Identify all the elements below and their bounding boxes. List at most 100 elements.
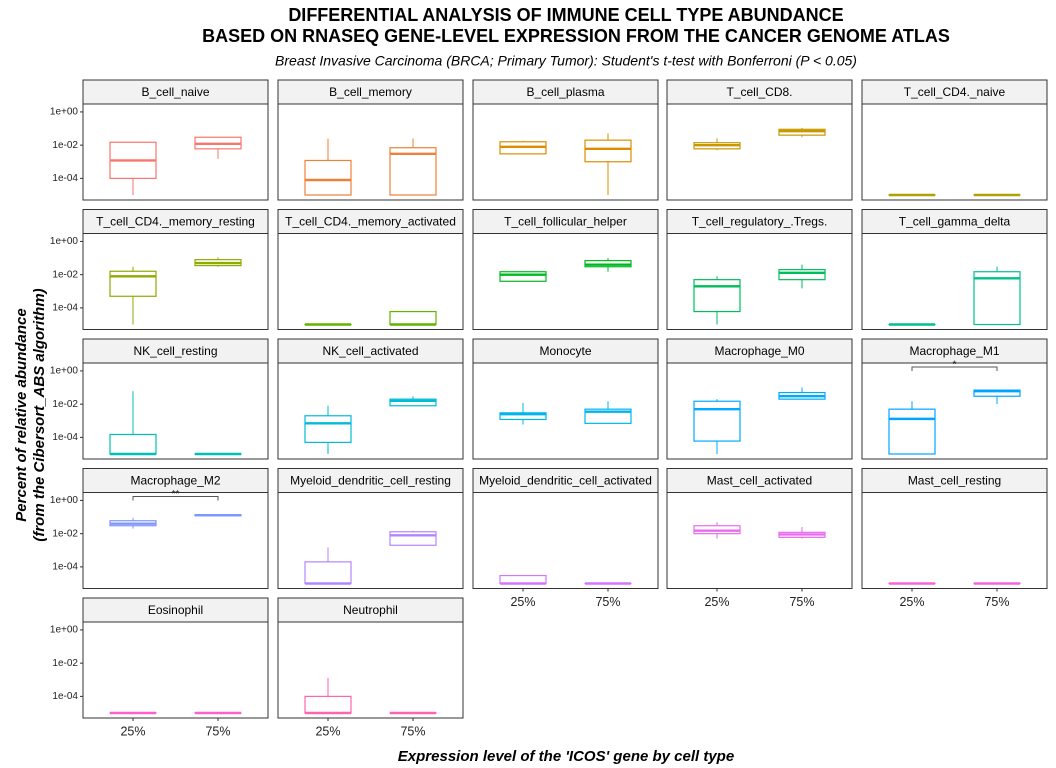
- strip-label: Myeloid_dendritic_cell_activated: [479, 474, 652, 488]
- strip: [861, 338, 1048, 364]
- strip-label: Eosinophil: [148, 603, 203, 617]
- strip: [472, 209, 659, 234]
- strip-label: Macrophage_M0: [714, 344, 804, 358]
- panel-frame: [666, 233, 853, 330]
- box: [304, 415, 352, 443]
- panel-frame: [277, 492, 464, 589]
- panel-frame: [82, 233, 269, 330]
- x-tick-label: 75%: [205, 724, 230, 738]
- panel-frame: [666, 103, 853, 201]
- x-tick-label: 25%: [120, 724, 145, 738]
- box: [499, 271, 547, 282]
- box: [693, 279, 741, 313]
- box: [499, 412, 547, 421]
- strip: [861, 79, 1048, 105]
- y-tick-label: 1e+00: [50, 107, 79, 118]
- panel-frame: [666, 362, 853, 460]
- signif-bracket: [911, 366, 998, 371]
- panel-frame: [82, 621, 269, 719]
- box: [389, 398, 437, 407]
- y-tick-label: 1e-04: [52, 432, 78, 443]
- strip: [82, 338, 269, 364]
- x-tick-label: 25%: [510, 595, 535, 609]
- strip-label: NK_cell_resting: [133, 344, 217, 358]
- x-tick-label: 25%: [899, 595, 924, 609]
- x-tick-label: 25%: [704, 595, 729, 609]
- y-axis-label: Percent of relative abundance: [13, 308, 30, 521]
- box: [304, 695, 352, 714]
- strip-label: Macrophage_M1: [909, 344, 999, 358]
- box: [304, 159, 352, 196]
- panel-frame: [472, 103, 659, 201]
- y-tick-label: 1e-02: [52, 658, 78, 669]
- panel-frame: [82, 492, 269, 589]
- box: [109, 270, 157, 297]
- strip-label: T_cell_CD4._naive: [904, 85, 1006, 99]
- panel-frame: [277, 103, 464, 201]
- strip: [472, 468, 659, 493]
- chart-subtitle: Breast Invasive Carcinoma (BRCA; Primary…: [275, 53, 857, 69]
- panel-frame: [472, 362, 659, 460]
- y-tick-label: 1e-04: [52, 173, 78, 184]
- chart-title: DIFFERENTIAL ANALYSIS OF IMMUNE CELL TYP…: [288, 5, 843, 25]
- strip-label: Mast_cell_activated: [707, 474, 812, 488]
- strip-label: T_cell_CD4._memory_activated: [285, 215, 456, 229]
- strip: [666, 79, 853, 105]
- y-tick-label: 1e-02: [52, 528, 78, 539]
- strip-label: Monocyte: [539, 344, 591, 358]
- box: [389, 531, 437, 546]
- strip-label: T_cell_CD8.: [726, 85, 792, 99]
- box: [584, 139, 632, 163]
- signif-label: *: [953, 360, 957, 371]
- box: [389, 147, 437, 196]
- panel-frame: [861, 362, 1048, 460]
- y-tick-label: 1e+00: [50, 236, 79, 247]
- y-tick-label: 1e-02: [52, 399, 78, 410]
- signif-bracket: [132, 496, 219, 501]
- panel-frame: [82, 362, 269, 460]
- box: [693, 400, 741, 442]
- panel-frame: [861, 492, 1048, 589]
- x-axis-label: Expression level of the 'ICOS' gene by c…: [398, 748, 734, 765]
- strip: [472, 79, 659, 105]
- y-tick-label: 1e-02: [52, 140, 78, 151]
- panel-frame: [861, 103, 1048, 201]
- y-tick-label: 1e-04: [52, 562, 78, 573]
- strip-label: T_cell_regulatory_.Tregs.: [692, 215, 828, 229]
- strip-label: Myeloid_dendritic_cell_resting: [290, 474, 451, 488]
- y-axis-label: (from the Cibersort_ABS algorithm): [31, 288, 48, 541]
- x-tick-label: 75%: [595, 595, 620, 609]
- strip-label: B_cell_naive: [141, 85, 209, 99]
- panel-frame: [666, 492, 853, 589]
- y-tick-label: 1e+00: [50, 495, 79, 506]
- x-tick-label: 25%: [315, 724, 340, 738]
- y-tick-label: 1e-02: [52, 269, 78, 280]
- strip: [82, 79, 269, 105]
- strip-label: Neutrophil: [343, 603, 398, 617]
- strip: [82, 209, 269, 234]
- strip: [82, 468, 269, 493]
- strip-label: Macrophage_M2: [130, 474, 220, 488]
- strip-label: T_cell_follicular_helper: [504, 215, 627, 229]
- strip-label: NK_cell_activated: [322, 344, 418, 358]
- strip-label: B_cell_plasma: [526, 85, 604, 99]
- strip: [666, 468, 853, 493]
- strip: [277, 209, 464, 234]
- panel-frame: [472, 233, 659, 330]
- strip: [277, 338, 464, 364]
- panel-frame: [277, 621, 464, 719]
- box: [973, 271, 1021, 326]
- panel-frame: [472, 492, 659, 589]
- panel-frame: [277, 233, 464, 330]
- box: [389, 310, 437, 326]
- panel-frame: [82, 103, 269, 201]
- box: [888, 408, 936, 455]
- box: [778, 269, 826, 281]
- panel-frame: [861, 233, 1048, 330]
- strip-label: Mast_cell_resting: [908, 474, 1001, 488]
- y-tick-label: 1e+00: [50, 366, 79, 377]
- strip-label: B_cell_memory: [329, 85, 412, 99]
- y-tick-label: 1e-04: [52, 303, 78, 314]
